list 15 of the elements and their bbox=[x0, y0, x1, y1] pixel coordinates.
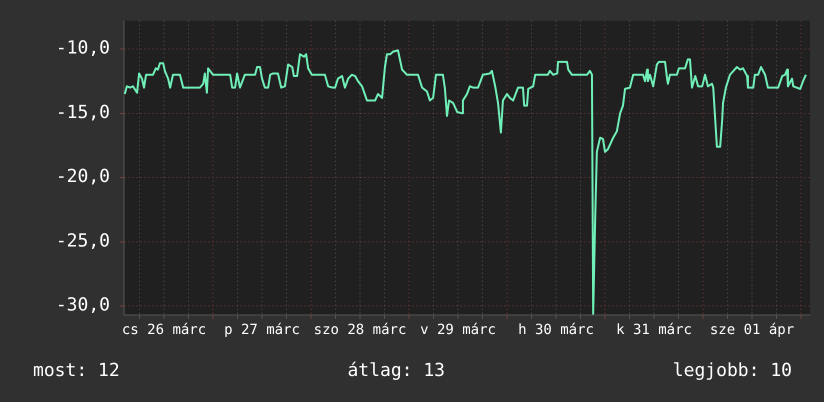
x-tick-label: h 30 márc bbox=[518, 322, 594, 338]
text: legjobb: 10 bbox=[672, 360, 792, 381]
y-tick-label: -20,0 bbox=[56, 166, 110, 188]
text: most: 12 bbox=[33, 360, 120, 381]
y-tick-label: -10,0 bbox=[56, 38, 110, 59]
x-tick-label: szo 28 márc bbox=[314, 322, 406, 338]
y-tick-label: -15,0 bbox=[56, 102, 110, 123]
x-tick-label: k 31 márc bbox=[616, 322, 692, 338]
y-tick-label: -25,0 bbox=[56, 230, 110, 252]
x-tick-label: cs 26 márc bbox=[122, 322, 206, 338]
y-tick-label: -30,0 bbox=[56, 294, 110, 316]
x-tick-label: p 27 márc bbox=[224, 322, 300, 338]
text: átlag: 13 bbox=[347, 360, 446, 381]
x-tick-label: v 29 márc bbox=[420, 322, 496, 338]
x-tick-label: sze 01 ápr bbox=[710, 322, 794, 338]
